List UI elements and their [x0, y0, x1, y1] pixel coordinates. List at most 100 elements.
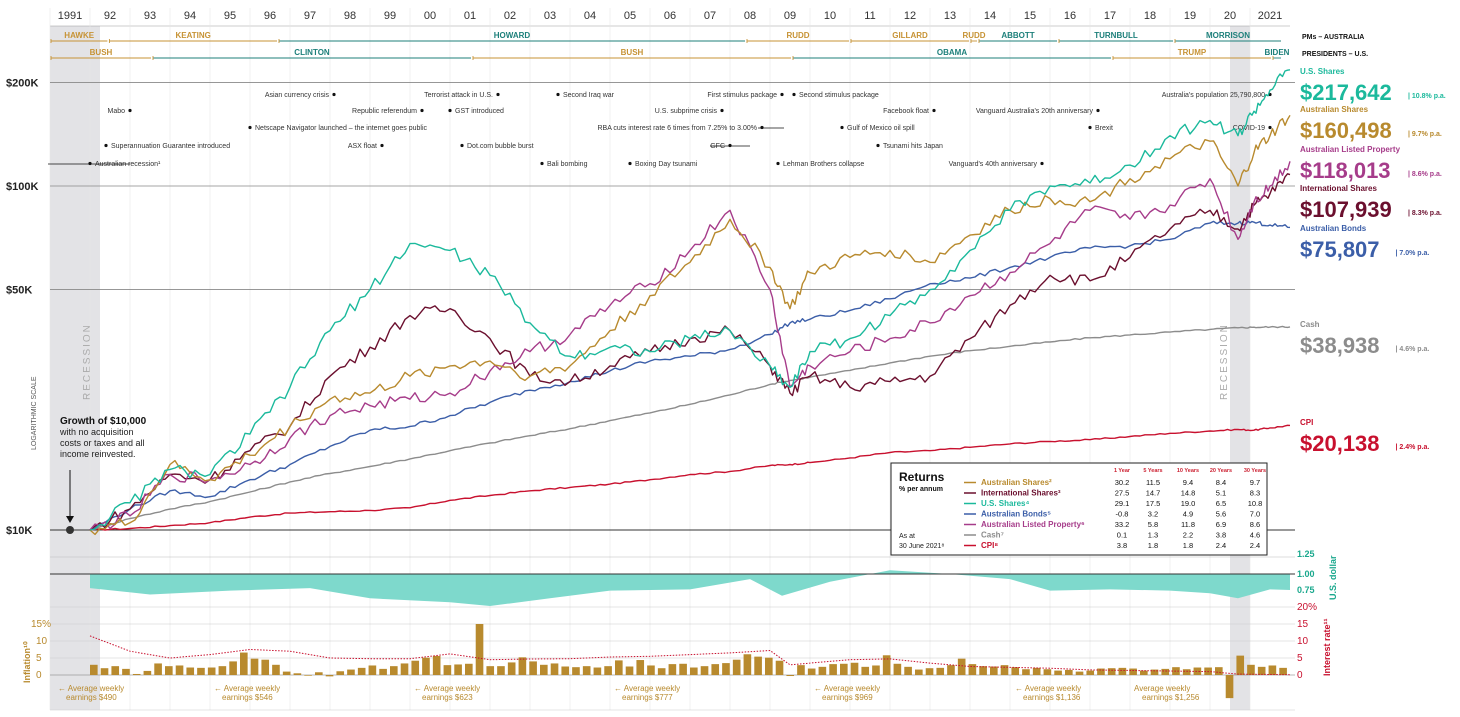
earnings-line2: earnings $623: [422, 693, 473, 702]
returns-row-name: U.S. Shares⁴: [981, 499, 1029, 508]
fx-axis-label: U.S. dollar: [1328, 555, 1338, 600]
inflation-bar: [968, 664, 977, 675]
side-series-pa: | 4.6% p.a.: [1396, 346, 1430, 353]
inflation-bar: [1118, 667, 1127, 675]
inflation-bar: [1032, 667, 1041, 675]
inflation-bar: [904, 666, 912, 675]
political-timeline: HAWKE KEATING HOWARD RUDD GILLARD RUDD ABBOTT T…: [50, 31, 1290, 60]
inflation-bar: [475, 624, 484, 675]
inflation-bar: [657, 668, 666, 675]
side-series-name: Australian Listed Property: [1300, 145, 1401, 154]
event-label: Terrorist attack in U.S.: [424, 92, 493, 99]
inflation-tick: 15%: [31, 619, 51, 630]
inflation-bar: [315, 672, 323, 675]
side-series-value: $160,498: [1300, 118, 1392, 143]
year-label: 19: [1184, 10, 1196, 22]
inflation-bar: [540, 664, 548, 675]
y-tick-label: $50K: [6, 285, 32, 297]
y-tick-label: $10K: [6, 525, 32, 537]
returns-cell: 30.2: [1115, 478, 1130, 487]
inflation-bar: [957, 658, 966, 675]
year-label: 96: [264, 10, 276, 22]
year-label: 09: [784, 10, 796, 22]
inflation-bar: [154, 663, 162, 675]
year-label: 1991: [58, 10, 82, 22]
event-dot: [496, 92, 500, 97]
inflation-tick: 10: [36, 636, 48, 647]
year-label: 05: [624, 10, 636, 22]
year-label: 10: [824, 10, 836, 22]
side-series-value: $38,938: [1300, 333, 1380, 358]
returns-cell: 3.8: [1117, 541, 1127, 550]
event-label: Bali bombing: [547, 161, 588, 168]
returns-row-name: Cash⁷: [981, 531, 1004, 540]
side-series-value: $75,807: [1300, 237, 1380, 262]
event-label: Superannuation Guarantee introduced: [111, 143, 230, 150]
inflation-bar: [679, 663, 687, 675]
inflation-bar: [293, 673, 302, 675]
returns-cell: 2.2: [1183, 531, 1193, 540]
year-label: 00: [424, 10, 436, 22]
event-dot: [332, 92, 336, 97]
pms-header: PMs – AUSTRALIA: [1302, 34, 1364, 41]
series-line-cash: [89, 325, 1291, 531]
event-dot: [760, 125, 764, 130]
returns-cell: 6.9: [1216, 520, 1226, 529]
year-label: 04: [584, 10, 596, 22]
side-series-value: $217,642: [1300, 80, 1392, 105]
inflation-bar: [1236, 655, 1245, 675]
inflation-bar: [1247, 664, 1255, 675]
returns-cell: 11.5: [1146, 478, 1160, 487]
inflation-bar: [175, 665, 184, 675]
returns-cell: 17.5: [1146, 499, 1161, 508]
inflation-bar: [1161, 668, 1170, 675]
event-dot: [628, 161, 632, 166]
recession-label: RECESSION: [82, 323, 93, 400]
pm-name: MORRISON: [1206, 31, 1250, 40]
inflation-bar: [90, 664, 98, 675]
returns-cell: 7.0: [1250, 510, 1260, 519]
recession-label: RECESSION: [1219, 323, 1230, 400]
returns-title: Returns: [899, 470, 945, 484]
inflation-bar: [347, 669, 355, 675]
returns-table: Returns % per annum As at 30 June 2021⁸ 1 Ye…: [890, 462, 1268, 556]
earnings-line2: earnings $777: [622, 693, 673, 702]
earnings-line1: ← Average weekly: [814, 684, 880, 693]
event-dot: [540, 161, 544, 166]
year-label: 16: [1064, 10, 1076, 22]
event-label: Asian currency crisis: [265, 92, 330, 99]
inflation-bar: [1225, 675, 1234, 699]
event-dot: [776, 161, 780, 166]
growth-note-title: Growth of $10,000: [60, 416, 147, 427]
rate-tick: 10: [1297, 636, 1309, 647]
inflation-bar: [197, 667, 205, 675]
pm-name: ABBOTT: [1001, 31, 1034, 40]
returns-row-name: Australian Bonds⁵: [981, 510, 1051, 519]
inflation-bar: [1043, 669, 1052, 675]
inflation-bar: [786, 675, 795, 677]
as-at-label: As at: [899, 533, 915, 540]
inflation-tick: 0: [36, 670, 42, 681]
returns-row-name: Australian Listed Property⁶: [981, 520, 1085, 529]
inflation-bar: [390, 666, 398, 675]
event-label: Second Iraq war: [563, 92, 615, 99]
inflation-bar: [1268, 665, 1277, 675]
inflation-bar: [668, 664, 677, 675]
y-tick-label: $100K: [6, 181, 38, 193]
inflation-bar: [336, 671, 345, 675]
inflation-bar: [218, 666, 227, 675]
growth-note-arrowhead: [66, 516, 74, 523]
event-annotations: Australian recession¹ Superannuation Guar…: [48, 92, 1272, 168]
inflation-bar: [1107, 668, 1116, 675]
inflation-bar: [465, 663, 473, 675]
year-label: 01: [464, 10, 476, 22]
returns-col-header: 1 Year: [1114, 468, 1131, 474]
year-label: 94: [184, 10, 196, 22]
returns-cell: 8.3: [1250, 489, 1260, 498]
inflation-bar: [261, 659, 270, 675]
returns-row-name: CPI⁸: [981, 541, 998, 550]
side-series-value: $20,138: [1300, 431, 1380, 456]
returns-cell: 1.8: [1183, 541, 1193, 550]
